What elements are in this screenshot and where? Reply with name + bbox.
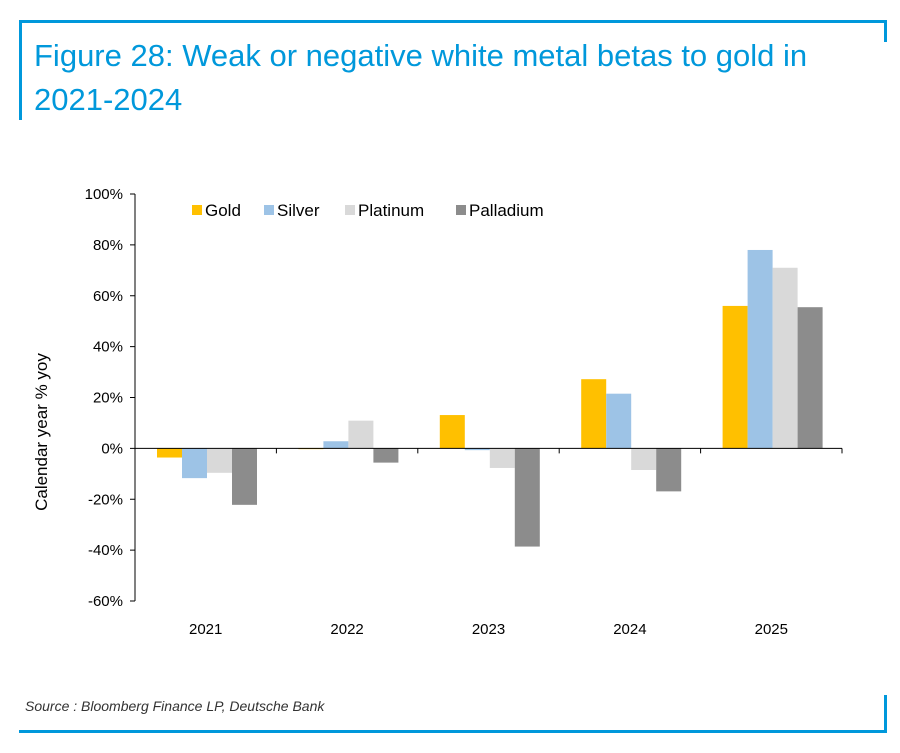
bar-palladium-2022 <box>373 448 399 463</box>
y-tick-label: 80% <box>93 237 123 254</box>
frame-bottom-right-rule <box>884 695 887 733</box>
x-tick-label: 2024 <box>613 621 646 638</box>
bar-platinum-2024 <box>631 448 657 470</box>
bar-gold-2021 <box>157 448 182 458</box>
bar-gold-2024 <box>581 379 607 449</box>
x-tick-label: 2022 <box>330 621 363 638</box>
frame-left-rule <box>19 20 22 120</box>
y-axis-label: Calendar year % yoy <box>32 353 51 511</box>
bar-platinum-2025 <box>772 267 798 449</box>
bar-silver-2025 <box>747 249 773 449</box>
y-tick-label: 100% <box>85 186 123 203</box>
y-tick-label: 40% <box>93 339 123 356</box>
frame-top-right-rule <box>884 20 887 42</box>
y-tick-label: 60% <box>93 288 123 305</box>
bar-platinum-2023 <box>489 448 515 468</box>
bar-palladium-2023 <box>514 448 540 547</box>
legend-swatch-platinum <box>345 205 355 215</box>
legend-label-palladium: Palladium <box>469 201 544 220</box>
x-tick-label: 2023 <box>472 621 505 638</box>
frame-top-rule <box>19 20 887 23</box>
bar-silver-2024 <box>606 393 632 449</box>
legend-swatch-gold <box>192 205 202 215</box>
bar-gold-2025 <box>722 305 748 449</box>
y-tick-label: -40% <box>88 542 123 559</box>
legend-swatch-palladium <box>456 205 466 215</box>
legend-label-platinum: Platinum <box>358 201 424 220</box>
legend-label-silver: Silver <box>277 201 320 220</box>
figure-title: Figure 28: Weak or negative white metal … <box>34 38 808 117</box>
bar-gold-2023 <box>439 415 465 449</box>
bar-silver-2021 <box>182 448 207 479</box>
bar-silver-2023 <box>464 448 490 451</box>
bar-palladium-2025 <box>797 307 823 449</box>
y-tick-label: 0% <box>101 440 123 457</box>
y-tick-label: -60% <box>88 593 123 610</box>
bar-platinum-2022 <box>348 420 374 449</box>
bar-palladium-2024 <box>656 448 682 492</box>
legend-label-gold: Gold <box>205 201 241 220</box>
frame-bottom-rule <box>19 730 887 733</box>
bar-platinum-2021 <box>207 448 232 473</box>
legend-swatch-silver <box>264 205 274 215</box>
bar-silver-2022 <box>323 441 349 449</box>
bar-palladium-2021 <box>232 448 257 505</box>
y-tick-label: 20% <box>93 390 123 407</box>
y-tick-label: -20% <box>88 491 123 508</box>
source-note: Source : Bloomberg Finance LP, Deutsche … <box>25 698 325 714</box>
x-tick-label: 2021 <box>189 621 222 638</box>
x-tick-label: 2025 <box>755 621 788 638</box>
